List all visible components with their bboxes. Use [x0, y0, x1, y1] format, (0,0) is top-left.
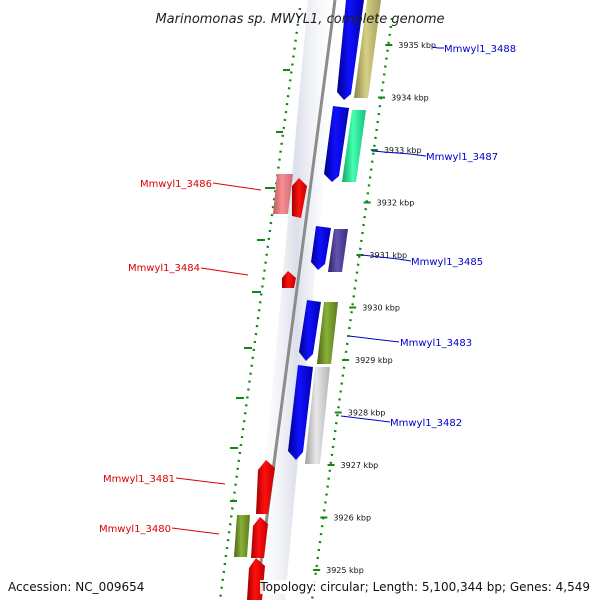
kbp-tick-label: 3926 kbp — [333, 514, 371, 523]
map-title: Marinomonas sp. MWYL1, complete genome — [155, 12, 444, 27]
genes-value: 4,549 — [555, 580, 590, 594]
topology-value: circular — [320, 580, 365, 594]
kbp-tick-label: 3928 kbp — [348, 409, 386, 418]
gene-arrow[interactable] — [288, 365, 313, 460]
label-leaders — [171, 46, 444, 535]
kbp-tick-label: 3933 kbp — [384, 146, 422, 155]
kbp-tick-label: 3925 kbp — [326, 566, 364, 575]
accession-line: Accession: NC_009654 — [8, 580, 145, 594]
gene-arrow[interactable] — [282, 271, 296, 288]
kbp-tick-label: 3927 kbp — [341, 461, 379, 470]
cog-block-purple — [328, 229, 348, 272]
kbp-tick-layer: 3935 kbp 3934 kbp 3933 kbp 3932 kbp 3931 kbp… — [313, 41, 436, 575]
gene-label-mmwyl1-3485[interactable]: Mmwyl1_3485 — [411, 257, 483, 268]
kbp-tick-label: 3930 kbp — [362, 304, 400, 313]
gene-label-mmwyl1-3483[interactable]: Mmwyl1_3483 — [400, 338, 472, 349]
genes-label: Genes: — [509, 580, 552, 594]
kbp-tick-label: 3932 kbp — [377, 199, 415, 208]
cog-block-tan — [354, 0, 381, 98]
cog-block-olive — [317, 302, 338, 364]
gene-arrow[interactable] — [256, 460, 275, 514]
gene-arrow[interactable] — [299, 300, 321, 361]
gc-dotted-line-right — [310, 17, 394, 600]
gene-label-mmwyl1-3484[interactable]: Mmwyl1_3484 — [128, 263, 200, 274]
cog-block-grey — [305, 367, 330, 464]
gene-arrow[interactable] — [292, 178, 307, 218]
gene-labels: Mmwyl1_3488 Mmwyl1_3487 Mmwyl1_3486 Mmwy… — [99, 44, 516, 535]
accession-value: NC_009654 — [75, 580, 145, 594]
kbp-tick-label: 3929 kbp — [355, 356, 393, 365]
genome-stats-line: Topology: circular; Length: 5,100,344 bp… — [260, 580, 590, 594]
gene-arrow[interactable] — [324, 106, 349, 182]
gc-skew-dashes — [230, 69, 290, 502]
topology-label: Topology: — [260, 580, 317, 594]
plus-strand-cog-blocks — [305, 0, 381, 464]
gene-label-mmwyl1-3481[interactable]: Mmwyl1_3481 — [103, 474, 175, 485]
gene-label-mmwyl1-3486[interactable]: Mmwyl1_3486 — [140, 179, 212, 190]
cog-block-olive — [234, 515, 250, 557]
gene-label-mmwyl1-3480[interactable]: Mmwyl1_3480 — [99, 524, 171, 535]
accession-label: Accession: — [8, 580, 72, 594]
cog-block-pink — [273, 174, 293, 214]
kbp-tick-label: 3931 kbp — [369, 251, 407, 260]
gene-arrow[interactable] — [251, 517, 268, 558]
kbp-tick-label: 3934 kbp — [391, 94, 429, 103]
length-label: Length: — [372, 580, 419, 594]
gene-label-mmwyl1-3487[interactable]: Mmwyl1_3487 — [426, 152, 498, 163]
length-value: 5,100,344 bp — [421, 580, 502, 594]
cog-block-mint — [342, 110, 366, 182]
gene-label-mmwyl1-3488[interactable]: Mmwyl1_3488 — [444, 44, 516, 55]
gene-arrow[interactable] — [311, 226, 331, 270]
gene-label-mmwyl1-3482[interactable]: Mmwyl1_3482 — [390, 418, 462, 429]
gene-arrow[interactable] — [337, 0, 364, 100]
kbp-tick-label: 3935 kbp — [398, 41, 436, 50]
plus-strand-genes — [288, 0, 364, 460]
